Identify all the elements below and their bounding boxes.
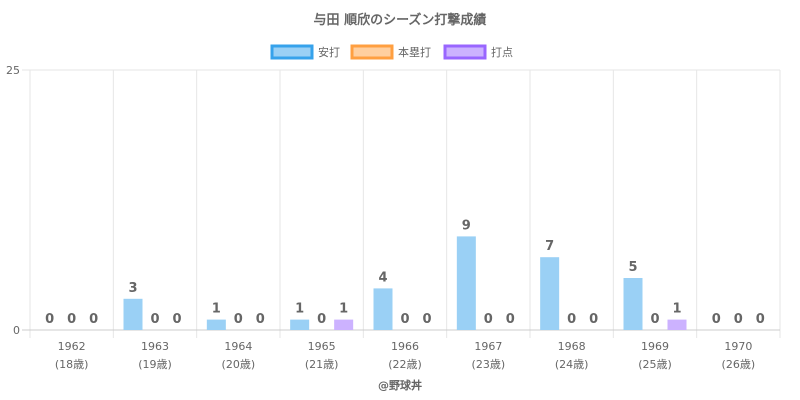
bar-0-1963 — [123, 298, 143, 330]
data-label: 0 — [400, 312, 409, 327]
data-label: 1 — [212, 302, 221, 317]
data-label: 0 — [89, 312, 98, 327]
data-label: 0 — [150, 312, 159, 327]
x-tick-sublabel: (21歳) — [305, 358, 339, 371]
x-tick-label: 1964 — [224, 340, 252, 353]
x-tick-sublabel: (26歳) — [722, 358, 756, 371]
data-label: 9 — [462, 218, 471, 233]
x-axis: 1962 (18歳) 1963 (19歳) 1964 (20歳) 1965 (21歳) 1966… — [55, 340, 755, 371]
data-label: 0 — [712, 312, 721, 327]
x-tick-label: 1969 — [641, 340, 669, 353]
chart-title: 与田 順欣のシーズン打撃成績 — [314, 12, 487, 28]
y-tick-label: 25 — [6, 64, 20, 77]
y-axis: 0 25 — [6, 64, 20, 337]
data-label: 0 — [317, 312, 326, 327]
x-tick-sublabel: (20歳) — [222, 358, 256, 371]
x-tick-sublabel: (23歳) — [472, 358, 506, 371]
x-tick-label: 1968 — [558, 340, 586, 353]
data-label: 0 — [589, 312, 598, 327]
data-label: 5 — [628, 260, 637, 275]
x-tick-label: 1967 — [474, 340, 502, 353]
data-label: 0 — [756, 312, 765, 327]
legend-label-0: 安打 — [318, 45, 340, 59]
legend: 安打 本塁打 打点 — [270, 44, 513, 60]
data-label: 0 — [484, 312, 493, 327]
x-tick-label: 1970 — [724, 340, 752, 353]
data-label: 1 — [672, 302, 681, 317]
grid — [22, 69, 781, 338]
legend-label-2: 打点 — [491, 45, 513, 59]
x-tick-sublabel: (24歳) — [555, 358, 589, 371]
x-tick-label: 1966 — [391, 340, 419, 353]
legend-swatch-1 — [350, 44, 394, 60]
bar-0-1967 — [456, 236, 476, 330]
data-label: 7 — [545, 239, 554, 254]
y-tick-label: 0 — [13, 324, 20, 337]
data-label: 0 — [650, 312, 659, 327]
data-label: 0 — [67, 312, 76, 327]
data-label: 4 — [378, 270, 387, 285]
bar-0-1968 — [540, 257, 560, 330]
x-tick-label: 1962 — [58, 340, 86, 353]
data-label: 3 — [128, 281, 137, 296]
x-tick-sublabel: (19歳) — [138, 358, 172, 371]
bar-0-1966 — [373, 288, 393, 330]
data-label: 0 — [234, 312, 243, 327]
x-tick-label: 1965 — [308, 340, 336, 353]
data-label: 0 — [256, 312, 265, 327]
bar-2-1969 — [667, 319, 687, 330]
x-tick-sublabel: (18歳) — [55, 358, 89, 371]
legend-swatch-2 — [443, 44, 487, 60]
x-tick-sublabel: (22歳) — [388, 358, 422, 371]
data-label: 0 — [422, 312, 431, 327]
x-tick-label: 1963 — [141, 340, 169, 353]
data-label: 1 — [339, 302, 348, 317]
x-tick-sublabel: (25歳) — [638, 358, 672, 371]
bar-0-1965 — [290, 319, 310, 330]
data-label: 1 — [295, 302, 304, 317]
data-label: 0 — [506, 312, 515, 327]
bar-2-1965 — [334, 319, 354, 330]
legend-swatch-0 — [270, 44, 314, 60]
credit-text: @野球丼 — [378, 378, 422, 392]
bar-0-1964 — [206, 319, 226, 330]
data-label: 0 — [734, 312, 743, 327]
data-label: 0 — [172, 312, 181, 327]
data-label: 0 — [567, 312, 576, 327]
bars — [123, 236, 687, 330]
bar-0-1969 — [623, 278, 643, 330]
data-label: 0 — [45, 312, 54, 327]
legend-label-1: 本塁打 — [398, 45, 431, 59]
